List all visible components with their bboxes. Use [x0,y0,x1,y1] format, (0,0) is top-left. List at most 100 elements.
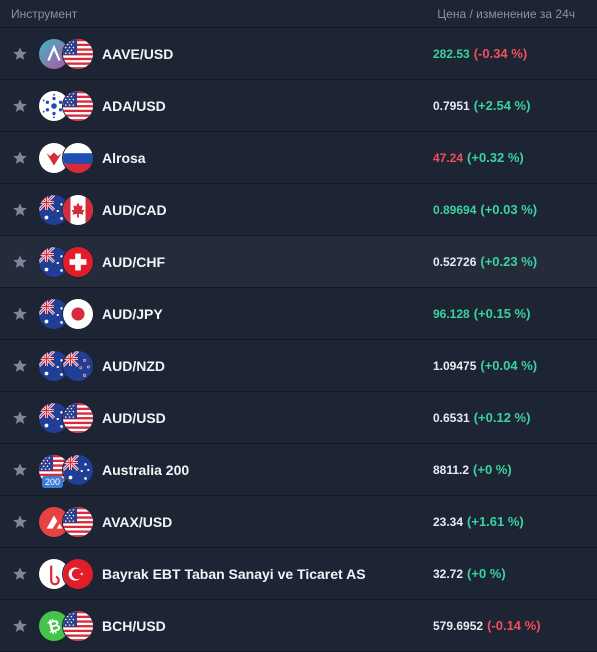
instrument-name: AVAX/USD [102,513,173,530]
change-percent: (+0.32 %) [467,150,524,165]
us-flag-icon [62,37,94,70]
price-cell: 8811.2 (+0 %) [433,462,512,477]
instrument-row[interactable]: AUD/CHF 0.52726 (+0.23 %) [0,236,597,288]
instrument-name: BCH/USD [102,617,166,634]
instrument-flags [38,557,96,590]
price-value: 579.6952 [433,618,484,633]
favorite-star-icon[interactable] [11,305,29,323]
price-cell: 0.7951 (+2.54 %) [433,98,530,113]
change-percent: (+0.04 %) [480,358,538,373]
price-value: 0.52726 [433,254,477,269]
instrument-name: Australia 200 [102,461,190,478]
us-flag-icon [62,609,94,642]
change-percent: (-0.34 %) [473,46,528,61]
instrument-flags [38,193,96,226]
instrument-row[interactable]: AUD/USD 0.6531 (+0.12 %) [0,392,597,444]
change-percent: (+1.61 %) [467,514,524,529]
change-percent: (-0.14 %) [487,618,541,633]
instrument-flags [38,505,96,538]
instrument-name: AUD/CAD [102,201,167,218]
price-value: 32.72 [433,566,464,581]
instrument-row[interactable]: Bayrak EBT Taban Sanayi ve Ticaret AS 32.… [0,548,597,600]
favorite-star-icon[interactable] [11,513,29,531]
change-percent: (+2.54 %) [473,98,531,113]
price-cell: 47.24 (+0.32 %) [433,150,524,165]
price-value: 8811.2 [433,462,470,477]
switzerland-flag-icon [62,245,94,278]
favorite-star-icon[interactable] [11,97,29,115]
instrument-name: ADA/USD [102,97,166,114]
price-cell: 23.34 (+1.61 %) [433,514,524,529]
instrument-row[interactable]: Alrosa 47.24 (+0.32 %) [0,132,597,184]
us-flag-icon [62,505,94,538]
new-zealand-flag-icon [62,349,94,382]
price-cell: 282.53 (-0.34 %) [433,46,527,61]
price-cell: 0.89694 (+0.03 %) [433,202,537,217]
price-value: 23.34 [433,514,464,529]
instrument-flags [38,37,96,70]
price-value: 0.7951 [433,98,470,113]
favorite-star-icon[interactable] [11,149,29,167]
price-column-header[interactable]: Цена / изменение за 24ч [437,6,575,21]
instrument-flags: 200 [38,453,96,488]
price-cell: 32.72 (+0 %) [433,566,506,581]
instrument-list: AAVE/USD 282.53 (-0.34 %) ADA/USD 0.7951 (+2.… [0,28,597,652]
instrument-row[interactable]: AVAX/USD 23.34 (+1.61 %) [0,496,597,548]
instrument-row[interactable]: AUD/JPY 96.128 (+0.15 %) [0,288,597,340]
canada-flag-icon [62,193,94,226]
change-percent: (+0 %) [473,462,512,477]
instrument-row[interactable]: ₿ BCH/USD 579.6952 (-0.14 %) [0,600,597,652]
alrosa-icon [38,141,70,174]
japan-flag-icon [62,297,94,330]
instrument-row[interactable]: AUD/CAD 0.89694 (+0.03 %) [0,184,597,236]
favorite-star-icon[interactable] [11,357,29,375]
change-percent: (+0.15 %) [473,306,531,321]
favorite-star-icon[interactable] [11,461,29,479]
change-percent: (+0.12 %) [473,410,531,425]
price-cell: 0.6531 (+0.12 %) [433,410,530,425]
instrument-flags [38,401,96,434]
instrument-name: AUD/JPY [102,305,163,322]
instrument-row[interactable]: 200 Australia 200 8811.2 (+0 %) [0,444,597,496]
change-percent: (+0.03 %) [480,202,538,217]
instrument-name: AUD/CHF [102,253,165,270]
instrument-flags: ₿ [38,609,96,642]
instrument-name: AAVE/USD [102,45,174,62]
favorite-star-icon[interactable] [11,409,29,427]
price-cell: 96.128 (+0.15 %) [433,306,530,321]
table-header: Инструмент Цена / изменение за 24ч [0,0,597,28]
instrument-flags [38,245,96,278]
svg-text:₿: ₿ [45,615,62,637]
instrument-flags [38,89,96,122]
instrument-flags [38,349,96,382]
avalanche-icon [38,505,70,538]
index-badge: 200 [42,475,64,488]
price-cell: 579.6952 (-0.14 %) [433,618,541,633]
price-cell: 0.52726 (+0.23 %) [433,254,537,269]
favorite-star-icon[interactable] [11,253,29,271]
price-value: 282.53 [433,46,470,61]
favorite-star-icon[interactable] [11,45,29,63]
instrument-column-header[interactable]: Инструмент [11,6,78,21]
favorite-star-icon[interactable] [11,565,29,583]
price-cell: 1.09475 (+0.04 %) [433,358,537,373]
price-value: 1.09475 [433,358,477,373]
favorite-star-icon[interactable] [11,617,29,635]
change-percent: (+0 %) [467,566,506,581]
instrument-row[interactable]: AAVE/USD 282.53 (-0.34 %) [0,28,597,80]
instrument-row[interactable]: ADA/USD 0.7951 (+2.54 %) [0,80,597,132]
instrument-flags [38,141,96,174]
price-value: 0.89694 [433,202,477,217]
favorite-star-icon[interactable] [11,201,29,219]
australia-flag-icon [62,453,94,486]
us-flag-icon [62,89,94,122]
bitcoin-cash-icon: ₿ [38,609,70,642]
instrument-row[interactable]: AUD/NZD 1.09475 (+0.04 %) [0,340,597,392]
russia-flag-icon [62,141,94,174]
instrument-name: Bayrak EBT Taban Sanayi ve Ticaret AS [102,565,366,582]
instrument-name: AUD/NZD [102,357,165,374]
change-percent: (+0.23 %) [480,254,538,269]
instrument-name: AUD/USD [102,409,166,426]
australia-flag-icon [38,349,70,382]
price-value: 47.24 [433,150,464,165]
